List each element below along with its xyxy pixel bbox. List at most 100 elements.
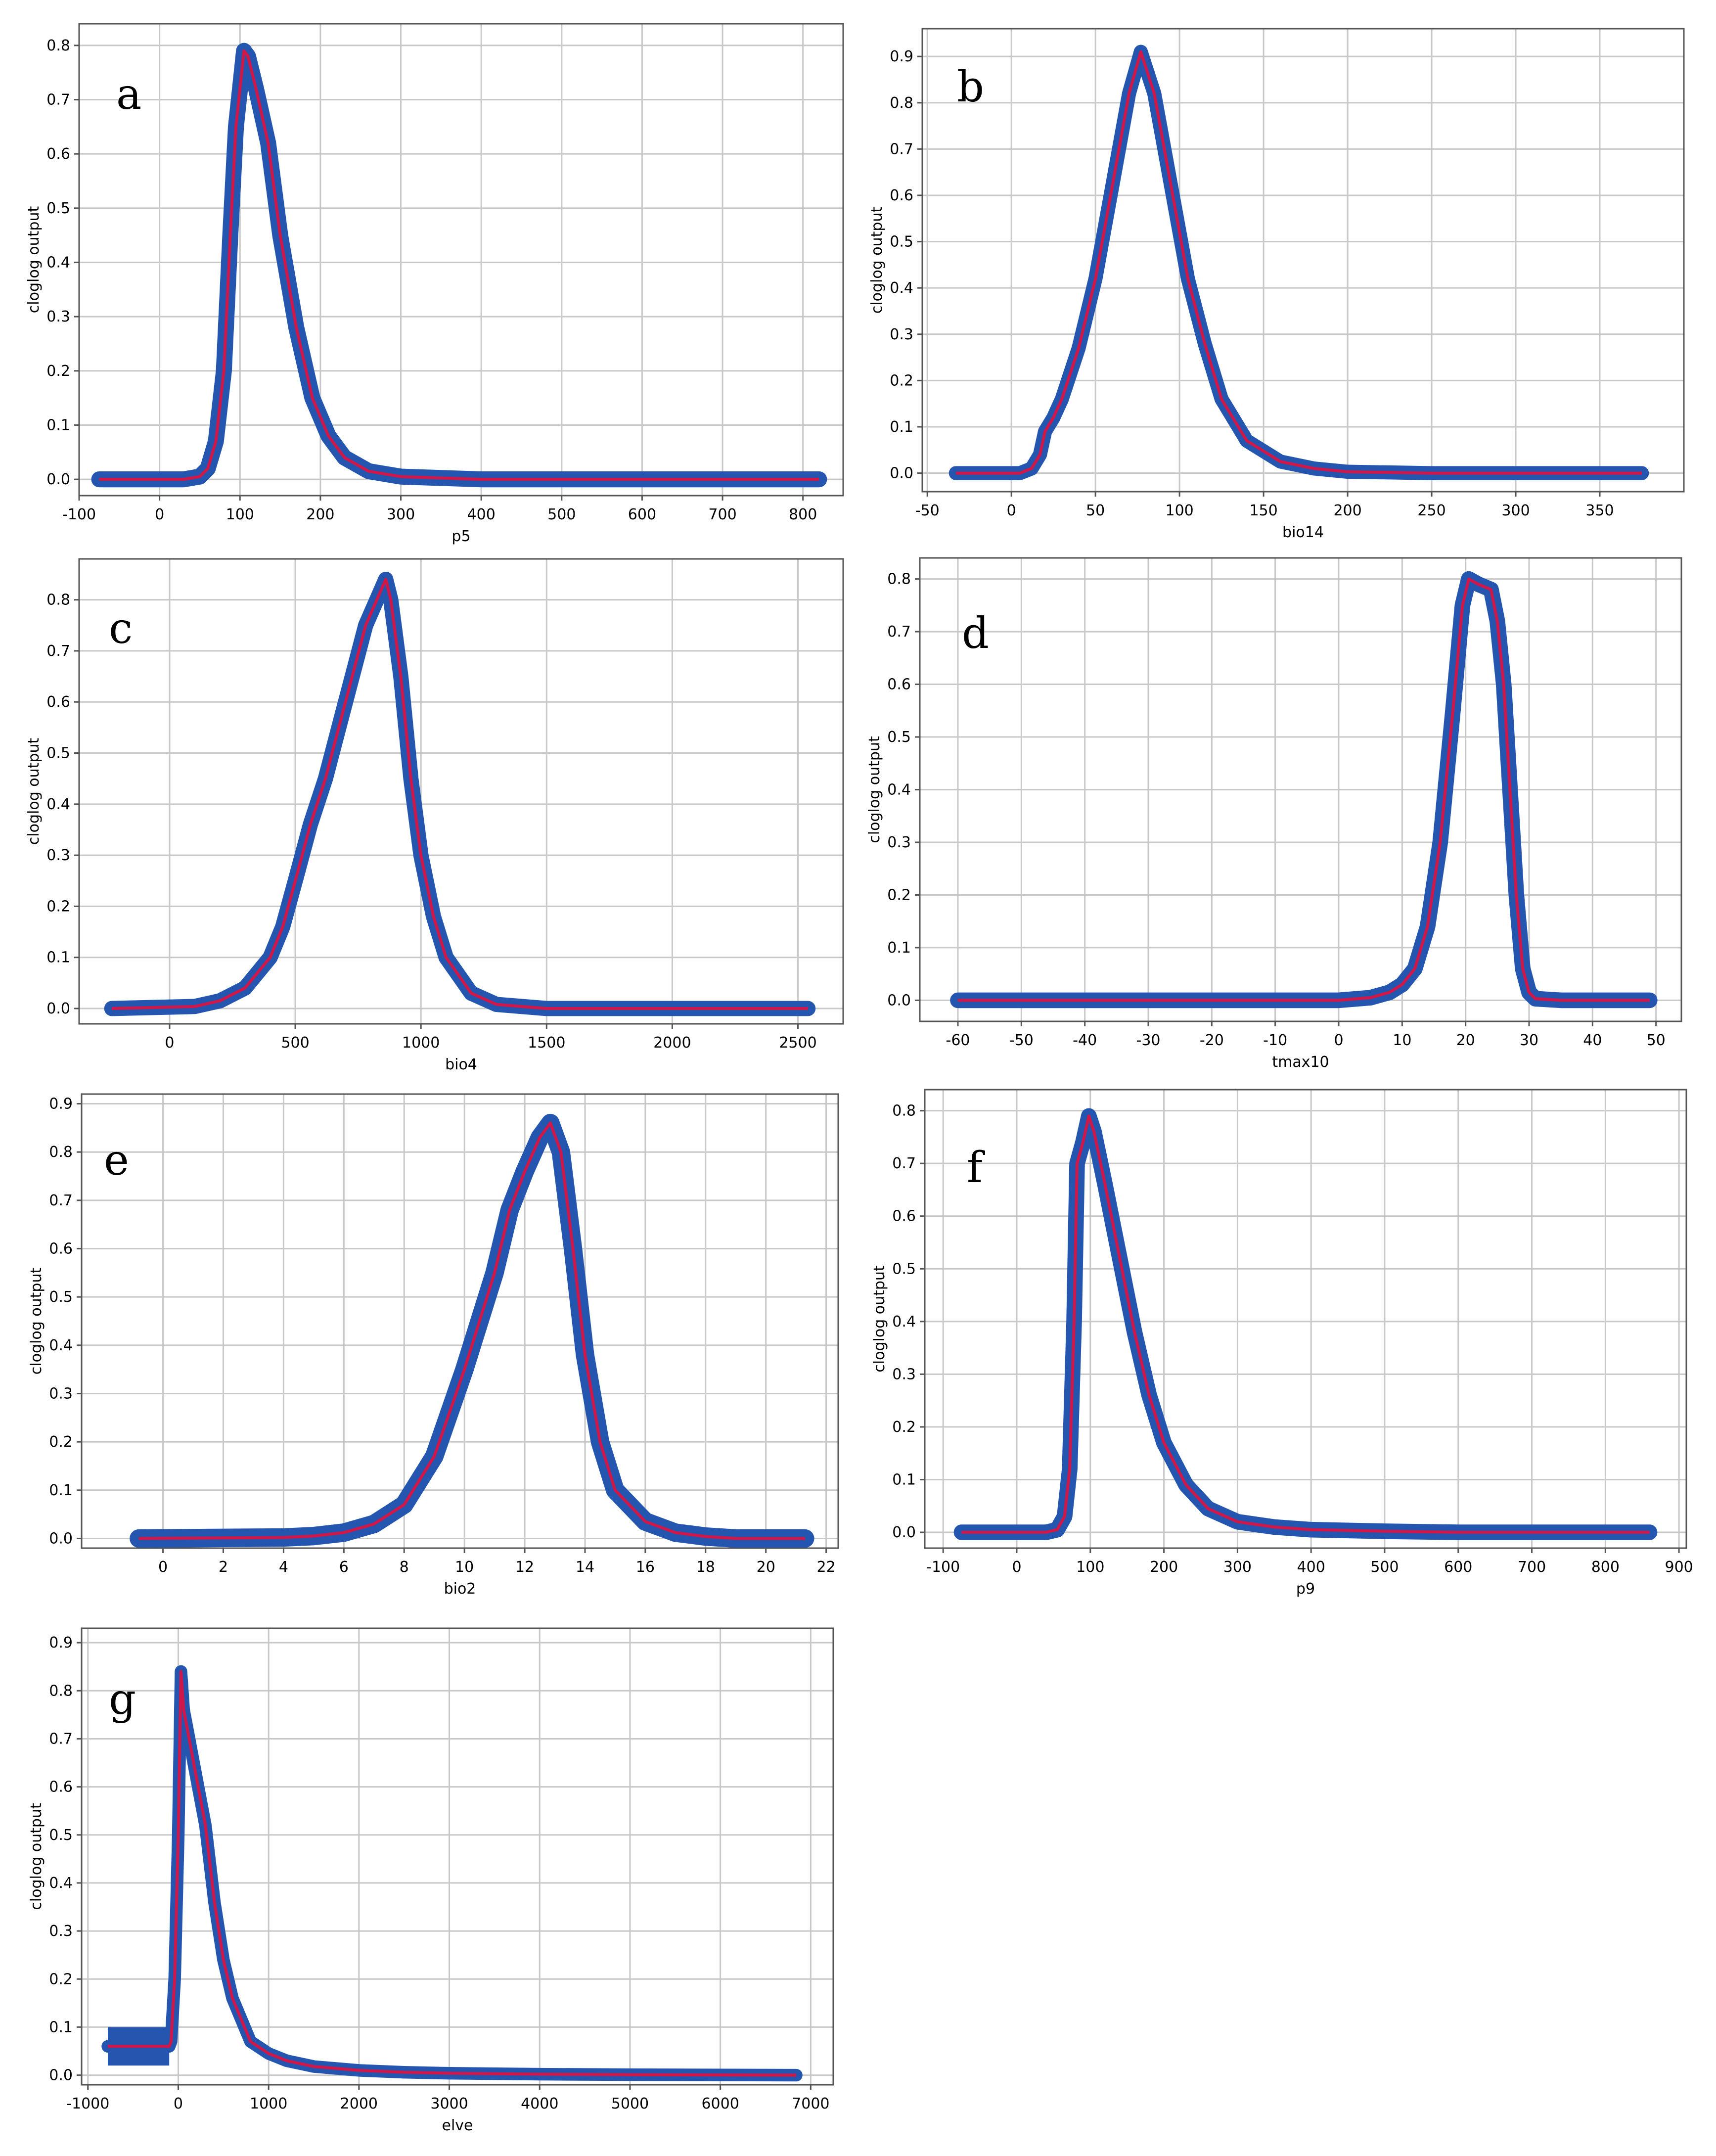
- x-tick-label: 200: [1150, 1559, 1178, 1576]
- x-axis-label: bio14: [1282, 524, 1324, 541]
- panel-label: c: [109, 604, 133, 653]
- panel-e: 0 2 4 6 8 10 12 14 16 18 20 22 0.0 0.1 0.2 0.3 0.4 0.5 0.6…: [28, 1093, 839, 1598]
- y-tick-label: 0.6: [49, 1779, 73, 1796]
- y-tick-label: 0.5: [46, 200, 70, 217]
- x-tick-label: -40: [1073, 1032, 1097, 1049]
- y-tick-label: 0.9: [49, 1634, 73, 1651]
- x-tick-label: 600: [1444, 1559, 1472, 1576]
- plot-frame: [78, 558, 844, 1025]
- x-tick-label: 500: [1370, 1559, 1399, 1576]
- y-tick-label: 0.2: [887, 886, 911, 904]
- y-tick-label: 0.7: [46, 642, 70, 660]
- y-tick-label: 0.5: [49, 1288, 73, 1306]
- mean-response-line: [956, 50, 1642, 475]
- x-tick-label: 100: [1165, 502, 1193, 519]
- x-tick-label: -100: [62, 506, 96, 523]
- x-tick-label: 350: [1585, 502, 1614, 519]
- x-tick-label: 5000: [611, 2095, 649, 2112]
- x-axis-label: tmax10: [1272, 1054, 1329, 1071]
- panel-d: -60 -50 -40 -30 -20 -10 0 10 20 30 40 50 0.0 0.1 0.2 0.…: [866, 557, 1682, 1071]
- x-tick-label: 0: [158, 1559, 168, 1576]
- y-tick-label: 0.1: [49, 1482, 73, 1499]
- x-tick-label: 150: [1249, 502, 1277, 519]
- y-tick-label: 0.2: [46, 898, 70, 915]
- x-tick-label: -100: [926, 1559, 960, 1576]
- mean-response-line: [958, 577, 1650, 1002]
- x-tick-label: 400: [1297, 1559, 1325, 1576]
- x-axis-label: bio2: [444, 1580, 476, 1598]
- y-tick-label: 0.0: [46, 471, 70, 488]
- y-tick-label: 0.2: [49, 1433, 73, 1451]
- x-tick-label: 20: [1456, 1032, 1475, 1049]
- x-tick-label: 1500: [528, 1034, 565, 1052]
- x-tick-label: 500: [281, 1034, 309, 1052]
- x-tick-label: 6000: [701, 2095, 739, 2112]
- y-tick-label: 0.4: [46, 796, 70, 813]
- y-tick-label: 0.6: [46, 693, 70, 711]
- y-axis-label: cloglog output: [868, 207, 886, 314]
- y-tick-label: 0.8: [46, 592, 70, 609]
- x-tick-label: 3000: [430, 2095, 468, 2112]
- y-tick-label: 0.0: [46, 1000, 70, 1017]
- y-tick-label: 0.0: [887, 992, 911, 1009]
- x-axis-label: bio4: [445, 1056, 477, 1073]
- x-tick-label: -30: [1136, 1032, 1161, 1049]
- x-tick-label: 10: [455, 1559, 474, 1576]
- x-tick-label: 20: [757, 1559, 775, 1576]
- x-tick-label: 100: [226, 506, 254, 523]
- y-axis-label: cloglog output: [25, 206, 43, 314]
- mean-response-line: [961, 1114, 1650, 1534]
- x-tick-label: 22: [817, 1559, 836, 1576]
- x-axis-label: elve: [442, 2117, 473, 2134]
- panel-label: g: [109, 1675, 136, 1724]
- x-tick-label: 700: [708, 506, 736, 523]
- y-tick-label: 0.2: [890, 372, 913, 389]
- y-tick-label: 0.1: [46, 416, 70, 434]
- plot-area: [78, 558, 844, 1025]
- y-tick-label: 0.5: [892, 1260, 916, 1278]
- y-axis-label: cloglog output: [871, 1265, 888, 1373]
- y-tick-label: 0.7: [49, 1730, 73, 1747]
- y-tick-label: 0.3: [46, 308, 70, 325]
- plot-area: [81, 1093, 839, 1549]
- panel-label: b: [957, 62, 984, 112]
- panel-a: -100 0 100 200 300 400 500 600 700 800 0.0 0.1 0.2 0.…: [25, 23, 844, 545]
- x-tick-label: 2500: [779, 1034, 816, 1052]
- y-tick-label: 0.3: [890, 326, 913, 343]
- x-tick-label: 2: [219, 1559, 228, 1576]
- panel-f: -100 0 100 200 300 400 500 600 700 800 900 0.0 0.1 0.…: [871, 1089, 1693, 1598]
- y-tick-label: 0.7: [49, 1192, 73, 1209]
- y-tick-label: 0.1: [49, 2018, 73, 2036]
- x-tick-label: 0: [155, 506, 164, 523]
- plot-frame: [921, 28, 1685, 493]
- x-tick-label: -20: [1200, 1032, 1224, 1049]
- y-tick-label: 0.5: [49, 1827, 73, 1844]
- y-tick-label: 0.1: [892, 1471, 916, 1488]
- x-tick-label: 0: [1007, 502, 1016, 519]
- x-tick-label: 1000: [402, 1034, 440, 1052]
- x-tick-label: 2000: [653, 1034, 691, 1052]
- x-tick-label: 600: [628, 506, 656, 523]
- x-tick-label: 300: [1501, 502, 1530, 519]
- y-tick-label: 0.7: [887, 623, 911, 641]
- x-tick-label: -50: [915, 502, 940, 519]
- y-tick-label: 0.4: [49, 1875, 73, 1892]
- y-tick-label: 0.3: [46, 847, 70, 864]
- y-tick-label: 0.1: [46, 949, 70, 966]
- x-tick-label: 4000: [521, 2095, 558, 2112]
- x-tick-label: 300: [1223, 1559, 1252, 1576]
- x-tick-label: -1000: [66, 2095, 109, 2112]
- y-tick-label: 0.6: [887, 676, 911, 693]
- x-tick-label: 50: [1086, 502, 1105, 519]
- y-axis-label: cloglog output: [28, 1803, 45, 1910]
- y-tick-label: 0.2: [892, 1419, 916, 1436]
- y-tick-label: 0.6: [49, 1240, 73, 1258]
- x-tick-label: 800: [789, 506, 817, 523]
- x-tick-label: 0: [174, 2095, 183, 2112]
- mean-response-line: [99, 49, 819, 481]
- mean-response-line: [108, 1670, 797, 2077]
- panel-c: 0 500 1000 1500 2000 2500 0.0 0.1 0.2 0.3 0.4 0.5 0.…: [25, 558, 844, 1073]
- y-tick-label: 0.3: [49, 1385, 73, 1402]
- plot-area: [921, 28, 1685, 493]
